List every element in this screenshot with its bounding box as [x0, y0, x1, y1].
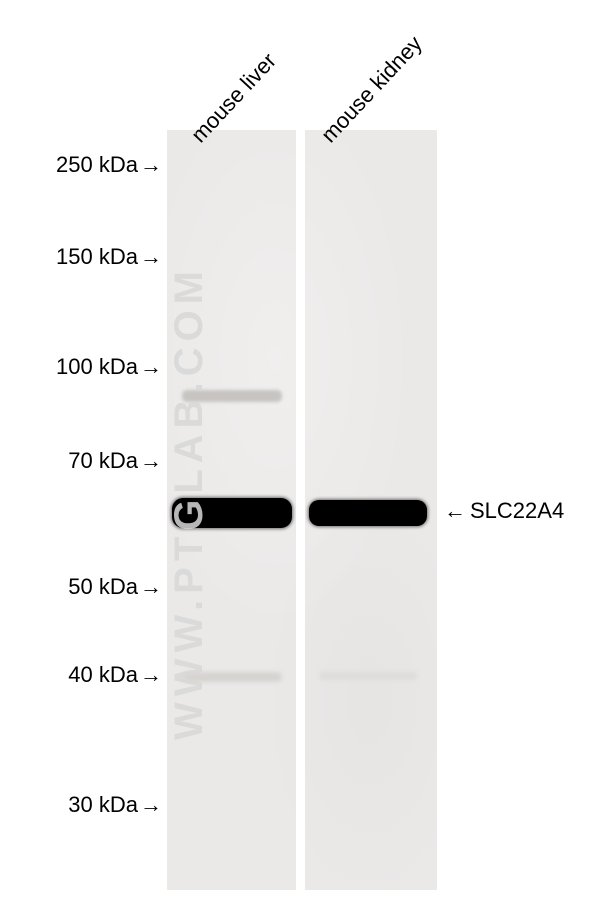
target-name: SLC22A4	[470, 498, 564, 523]
mw-marker-text: 250 kDa	[56, 152, 138, 177]
figure-container: WWW.PTGLAB.COM mouse livermouse kidney 2…	[0, 0, 600, 903]
arrow-right-icon: →	[140, 354, 162, 379]
mw-marker-text: 100 kDa	[56, 354, 138, 379]
mw-marker: 250 kDa→	[56, 152, 162, 178]
arrow-right-icon: →	[140, 244, 162, 269]
mw-marker-text: 30 kDa	[68, 792, 138, 817]
arrow-right-icon: →	[140, 574, 162, 599]
band	[319, 672, 417, 680]
mw-marker-text: 150 kDa	[56, 244, 138, 269]
mw-marker: 50 kDa→	[68, 574, 162, 600]
band	[309, 500, 427, 526]
mw-marker-text: 50 kDa	[68, 574, 138, 599]
mw-marker-text: 70 kDa	[68, 448, 138, 473]
mw-marker: 150 kDa→	[56, 244, 162, 270]
arrow-right-icon: →	[140, 792, 162, 817]
lane-gap	[296, 130, 305, 890]
arrow-right-icon: →	[140, 662, 162, 687]
arrow-right-icon: →	[140, 152, 162, 177]
mw-marker: 30 kDa→	[68, 792, 162, 818]
mw-marker: 40 kDa→	[68, 662, 162, 688]
arrow-left-icon: ←	[444, 498, 466, 523]
target-annotation: ←SLC22A4	[444, 498, 564, 524]
watermark-text: WWW.PTGLAB.COM	[168, 259, 213, 746]
arrow-right-icon: →	[140, 448, 162, 473]
mw-marker-text: 40 kDa	[68, 662, 138, 687]
mw-marker: 70 kDa→	[68, 448, 162, 474]
mw-marker: 100 kDa→	[56, 354, 162, 380]
